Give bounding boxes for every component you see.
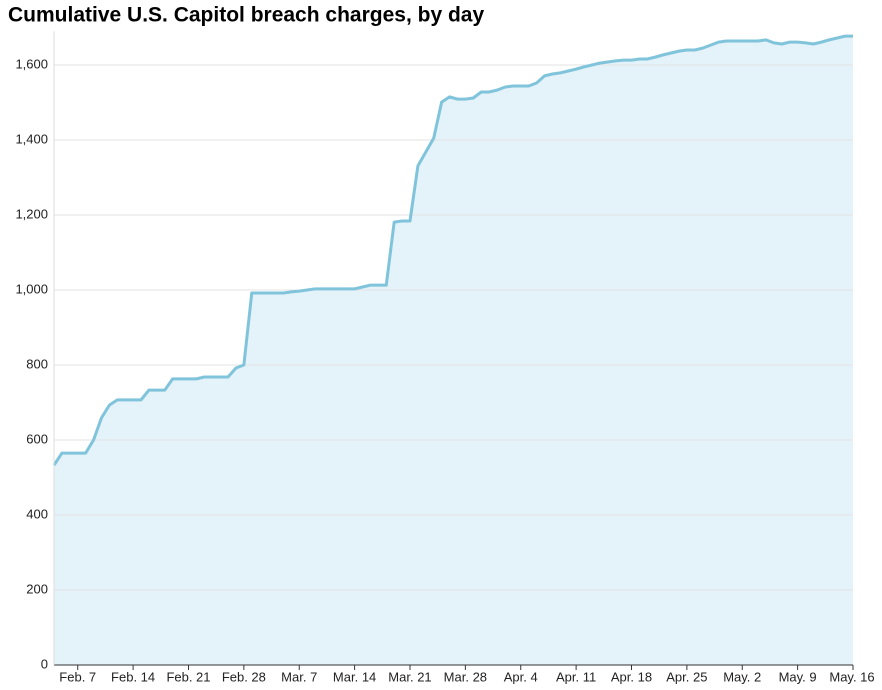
x-tick-label: Mar. 21 <box>388 669 431 684</box>
x-tick-label: Apr. 25 <box>666 669 707 684</box>
y-tick-label: 200 <box>26 581 48 596</box>
y-tick-label: 1,200 <box>15 206 48 221</box>
y-tick-label: 800 <box>26 356 48 371</box>
x-tick-label: Mar. 7 <box>281 669 317 684</box>
area-fill <box>54 36 853 665</box>
y-tick-label: 1,600 <box>15 56 48 71</box>
x-tick-label: May. 9 <box>779 669 817 684</box>
y-tick-label: 0 <box>41 656 48 671</box>
x-tick-label: Apr. 18 <box>611 669 652 684</box>
x-tick-label: Feb. 21 <box>166 669 210 684</box>
y-tick-label: 1,000 <box>15 281 48 296</box>
chart-title: Cumulative U.S. Capitol breach charges, … <box>8 4 484 27</box>
x-tick-label: Apr. 4 <box>504 669 538 684</box>
x-tick-label: May. 2 <box>723 669 761 684</box>
x-tick-label: May. 16 <box>829 669 874 684</box>
y-tick-label: 400 <box>26 506 48 521</box>
line <box>52 34 853 466</box>
x-tick-label: Feb. 7 <box>59 669 96 684</box>
x-tick-label: Mar. 14 <box>333 669 376 684</box>
y-tick-label: 1,400 <box>15 131 48 146</box>
x-tick-label: Feb. 14 <box>111 669 155 684</box>
y-tick-label: 600 <box>26 431 48 446</box>
x-tick-label: Mar. 28 <box>444 669 487 684</box>
x-tick-label: Feb. 28 <box>222 669 266 684</box>
x-tick-label: Apr. 11 <box>556 669 596 684</box>
